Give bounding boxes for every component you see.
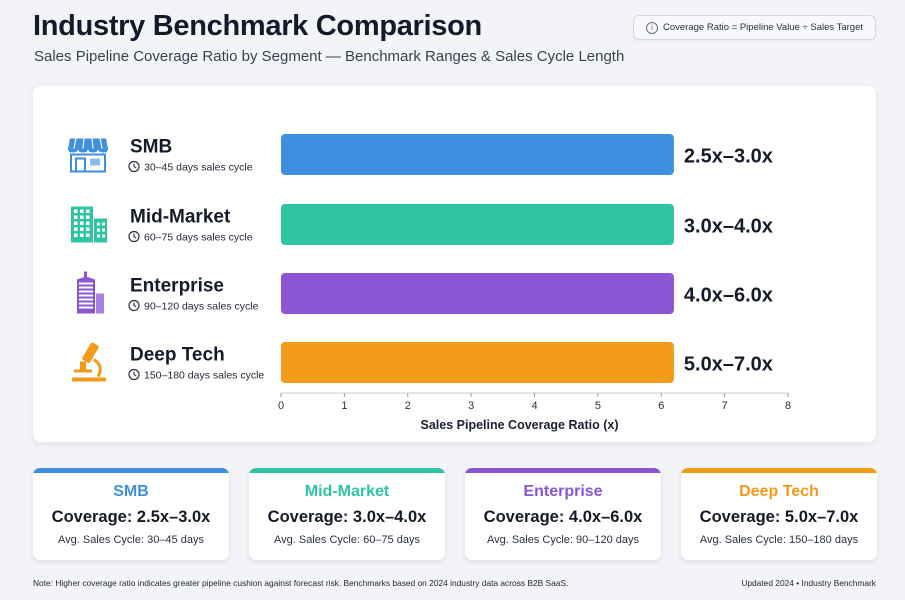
footnote: Note: Higher coverage ratio indicates gr…: [33, 578, 569, 588]
x-tick-label: 8: [785, 400, 791, 412]
skyscraper-icon: [77, 271, 104, 314]
formula-badge: i Coverage Ratio = Pipeline Value ÷ Sale…: [633, 15, 876, 40]
page-subtitle: Sales Pipeline Coverage Ratio by Segment…: [34, 48, 625, 65]
segment-name-label: Enterprise: [130, 276, 224, 297]
clock-icon: [128, 299, 140, 312]
range-data-label: 3.0x–4.0x: [684, 216, 773, 238]
page-title: Industry Benchmark Comparison: [33, 10, 482, 42]
card-accent-bar: [465, 468, 661, 473]
x-tick-label: 1: [341, 400, 347, 412]
office-buildings-icon: [71, 206, 107, 243]
summary-card-deep-tech: Deep Tech Coverage: 5.0x–7.0x Avg. Sales…: [681, 468, 877, 560]
summary-card-enterprise: Enterprise Coverage: 4.0x–6.0x Avg. Sale…: [465, 468, 661, 560]
x-tick-label: 3: [468, 400, 474, 412]
card-accent-bar: [681, 468, 877, 473]
card-sales-cycle: Avg. Sales Cycle: 30–45 days: [58, 534, 204, 546]
x-tick-label: 2: [405, 400, 411, 412]
card-sales-cycle: Avg. Sales Cycle: 60–75 days: [274, 534, 420, 546]
summary-card-mid-market: Mid-Market Coverage: 3.0x–4.0x Avg. Sale…: [249, 468, 445, 560]
segment-name-label: Mid-Market: [130, 207, 231, 228]
x-tick-label: 4: [531, 400, 537, 412]
card-coverage: Coverage: 3.0x–4.0x: [267, 508, 427, 526]
segment-name-label: SMB: [130, 137, 172, 158]
card-sales-cycle: Avg. Sales Cycle: 90–120 days: [486, 534, 640, 546]
range-data-label: 4.0x–6.0x: [684, 285, 773, 307]
x-tick-label: 0: [278, 400, 284, 412]
sales-cycle-label: 30–45 days sales cycle: [144, 162, 253, 174]
microscope-icon: [72, 342, 106, 382]
bar-smb: [281, 134, 674, 175]
x-tick-label: 5: [595, 400, 601, 412]
clock-icon: [128, 230, 140, 243]
card-coverage: Coverage: 2.5x–3.0x: [51, 508, 211, 526]
sales-cycle-label: 90–120 days sales cycle: [144, 301, 259, 313]
card-segment-name: SMB: [113, 483, 149, 500]
bar-enterprise: [281, 273, 674, 314]
clock-icon: [128, 368, 140, 381]
card-segment-name: Mid-Market: [304, 483, 390, 500]
updated-label: Updated 2024 • Industry Benchmark: [741, 578, 876, 588]
card-coverage: Coverage: 4.0x–6.0x: [483, 508, 643, 526]
card-coverage: Coverage: 5.0x–7.0x: [699, 508, 859, 526]
storefront-icon: [68, 138, 108, 173]
info-icon: i: [646, 21, 658, 34]
range-data-label: 2.5x–3.0x: [684, 146, 773, 168]
card-accent-bar: [33, 468, 229, 473]
x-axis-title: Sales Pipeline Coverage Ratio (x): [421, 418, 619, 432]
coverage-bar-chart: SMB 30–45 days sales cycle 2.5x–3.0x Mid-…: [68, 134, 791, 432]
sales-cycle-label: 150–180 days sales cycle: [144, 370, 264, 382]
card-accent-bar: [249, 468, 445, 473]
range-data-label: 5.0x–7.0x: [684, 354, 773, 376]
chart-panel: SMB 30–45 days sales cycle 2.5x–3.0x Mid-…: [33, 86, 876, 442]
summary-cards: SMB Coverage: 2.5x–3.0x Avg. Sales Cycle…: [33, 468, 877, 560]
segment-name-label: Deep Tech: [130, 345, 225, 366]
summary-card-smb: SMB Coverage: 2.5x–3.0x Avg. Sales Cycle…: [33, 468, 229, 560]
sales-cycle-label: 60–75 days sales cycle: [144, 232, 253, 244]
formula-text: Coverage Ratio = Pipeline Value ÷ Sales …: [663, 22, 863, 33]
clock-icon: [128, 160, 140, 173]
card-segment-name: Deep Tech: [739, 483, 819, 500]
card-segment-name: Enterprise: [523, 483, 603, 500]
x-tick-label: 7: [722, 400, 728, 412]
card-sales-cycle: Avg. Sales Cycle: 150–180 days: [699, 534, 859, 546]
x-tick-label: 6: [658, 400, 664, 412]
bar-deep-tech: [281, 342, 674, 383]
bar-mid-market: [281, 204, 674, 245]
